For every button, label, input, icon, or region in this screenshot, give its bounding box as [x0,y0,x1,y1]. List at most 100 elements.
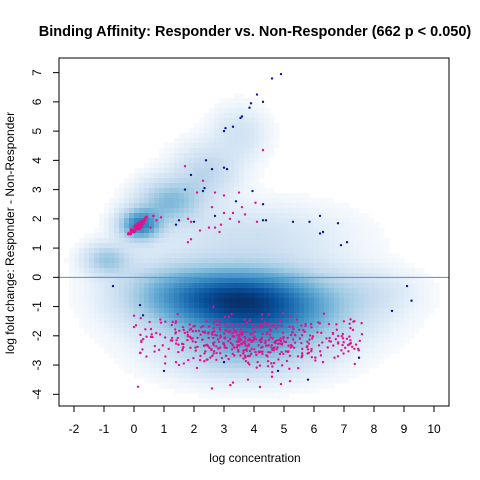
density-cell [254,253,260,259]
density-cell [194,293,200,299]
density-cell [279,273,285,279]
density-cell [379,313,385,319]
density-cell [204,258,210,264]
density-cell [234,228,240,234]
density-cell [189,378,195,384]
density-cell [229,288,235,294]
density-cell [189,253,195,259]
density-cell [164,353,170,359]
density-cell [319,253,325,259]
density-cell [209,133,215,139]
density-cell [294,298,300,304]
density-cell [324,308,330,314]
density-cell [204,143,210,149]
density-cell [104,223,110,229]
density-cell [179,353,185,359]
density-cell [329,218,335,224]
density-cell [244,268,250,274]
density-cell [239,133,245,139]
density-cell [274,218,280,224]
density-cell [174,153,180,159]
density-cell [284,383,290,389]
significant-point [164,355,167,358]
density-cell [189,283,195,289]
density-cell [219,248,225,254]
density-cell [314,298,320,304]
density-cell [274,263,280,269]
density-cell [179,253,185,259]
density-cell [364,258,370,264]
density-cell [279,203,285,209]
density-cell [274,243,280,249]
density-cell [114,193,120,199]
density-cell [74,263,80,269]
density-cell [224,228,230,234]
density-cell [164,173,170,179]
density-cell [339,293,345,299]
density-cell [89,253,95,259]
density-cell [149,163,155,169]
density-cell [139,303,145,309]
density-cell [144,308,150,314]
significant-point [222,194,226,197]
density-cell [244,283,250,289]
density-cell [219,378,225,384]
density-cell [379,228,385,234]
density-cell [164,293,170,299]
density-cell [279,318,285,324]
density-cell [244,218,250,224]
density-cell [139,238,145,244]
density-cell [214,308,220,314]
density-cell [249,238,255,244]
density-cell [124,263,130,269]
density-cell [224,163,230,169]
density-cell [204,168,210,174]
density-cell [134,353,140,359]
density-cell [244,188,250,194]
density-cell [354,253,360,259]
density-cell [324,303,330,309]
density-cell [229,253,235,259]
density-cell [264,278,270,284]
density-cell [154,298,160,304]
density-cell [194,368,200,374]
density-cell [99,343,105,349]
density-cell [234,218,240,224]
density-cell [139,213,145,219]
density-cell [204,328,210,334]
significant-point [314,356,317,359]
density-cell [314,353,320,359]
density-cell [209,118,215,124]
density-cell [129,363,135,369]
density-cell [164,348,170,354]
density-cell [209,248,215,254]
outlier-point [321,230,325,234]
density-cell [334,273,340,279]
significant-point [261,352,264,356]
density-cell [369,308,375,314]
density-cell [324,323,330,329]
density-cell [259,273,265,279]
density-cell [304,283,310,289]
density-cell [224,338,230,344]
density-cell [124,348,130,354]
density-cell [414,298,420,304]
density-cell [304,363,310,369]
significant-point [210,347,213,351]
density-cell [354,223,360,229]
density-cell [269,268,275,274]
density-cell [179,288,185,294]
significant-point [306,348,310,351]
density-cell [134,268,140,274]
density-cell [214,393,220,399]
density-cell [244,383,250,389]
density-cell [169,308,175,314]
significant-point [291,331,295,334]
density-cell [244,123,250,129]
density-cell [319,343,325,349]
density-cell [219,323,225,329]
density-cell [294,368,300,374]
density-cell [239,363,245,369]
density-cell [304,383,310,389]
